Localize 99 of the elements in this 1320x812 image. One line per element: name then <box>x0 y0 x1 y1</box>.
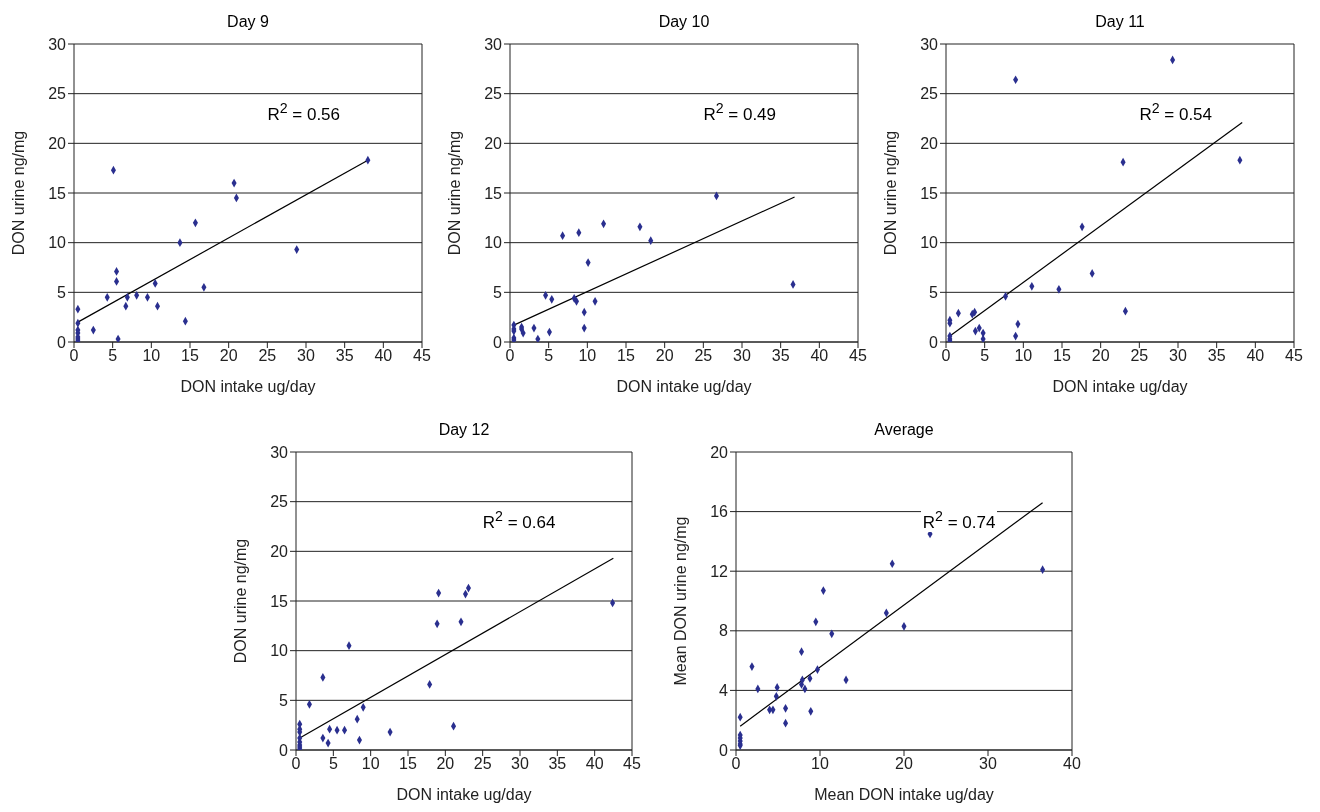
y-tick-label: 30 <box>48 35 67 53</box>
y-tick-label: 5 <box>929 284 939 302</box>
chart-title: Day 11 <box>1094 12 1146 32</box>
x-tick-label: 20 <box>895 755 913 773</box>
y-axis-title: DON urine ng/mg <box>231 538 249 664</box>
x-tick-label: 0 <box>291 755 301 773</box>
y-tick-label: 25 <box>270 493 289 511</box>
y-tick-label: 0 <box>493 333 503 351</box>
x-tick-label: 10 <box>361 755 380 773</box>
y-tick-label: 16 <box>710 503 729 521</box>
x-tick-label: 20 <box>655 347 674 365</box>
x-tick-label: 10 <box>811 755 829 773</box>
x-tick-label: 15 <box>617 347 635 365</box>
x-tick-label: 20 <box>436 755 455 773</box>
x-tick-label: 35 <box>771 347 790 365</box>
chart-title: Average <box>873 420 935 440</box>
annotation: R$^{2}$ = 0.49 <box>701 97 779 125</box>
y-tick-label: 20 <box>48 135 67 153</box>
x-axis-title: Mean DON intake ug/day <box>814 786 994 803</box>
y-tick-label: 5 <box>493 284 503 302</box>
chart-title: Day 10 <box>657 12 711 32</box>
x-tick-label: 40 <box>1246 347 1265 365</box>
x-axis-title: DON intake ug/day <box>396 786 532 803</box>
x-tick-label: 25 <box>694 347 713 365</box>
y-axis-title: DON urine ng/mg <box>445 130 463 256</box>
x-axis-title: DON intake ug/day <box>616 378 752 395</box>
y-tick-label: 4 <box>719 682 729 700</box>
y-tick-label: 5 <box>57 284 67 302</box>
annotation: R$^{2}$ = 0.54 <box>1137 97 1215 125</box>
x-tick-label: 15 <box>181 347 199 365</box>
x-tick-label: 20 <box>1091 347 1110 365</box>
y-tick-label: 25 <box>484 85 503 103</box>
y-tick-label: 30 <box>270 443 289 461</box>
y-tick-label: 0 <box>57 333 67 351</box>
x-tick-label: 30 <box>511 755 529 773</box>
y-tick-label: 8 <box>719 622 729 640</box>
x-tick-label: 5 <box>544 347 554 365</box>
y-tick-label: 20 <box>270 543 289 561</box>
y-tick-label: 10 <box>484 234 503 252</box>
x-tick-label: 45 <box>1285 347 1303 365</box>
annotation: R$^{2}$ = 0.74 <box>920 505 998 533</box>
x-tick-label: 40 <box>374 347 393 365</box>
y-tick-label: 20 <box>710 443 729 461</box>
x-tick-label: 30 <box>1169 347 1187 365</box>
y-tick-label: 25 <box>48 85 67 103</box>
x-tick-label: 0 <box>941 347 951 365</box>
x-tick-label: 30 <box>979 755 997 773</box>
y-tick-label: 15 <box>484 184 503 202</box>
x-tick-label: 45 <box>623 755 641 773</box>
y-tick-label: 0 <box>719 741 729 759</box>
y-tick-label: 30 <box>920 35 939 53</box>
x-tick-label: 5 <box>328 755 338 773</box>
y-tick-label: 25 <box>920 85 939 103</box>
x-tick-label: 15 <box>1053 347 1071 365</box>
y-tick-label: 15 <box>48 184 67 202</box>
x-tick-label: 10 <box>578 347 597 365</box>
x-axis-title: DON intake ug/day <box>1052 378 1188 395</box>
x-tick-label: 35 <box>548 755 567 773</box>
y-tick-label: 5 <box>279 692 289 710</box>
x-tick-label: 35 <box>1207 347 1226 365</box>
x-tick-label: 5 <box>108 347 118 365</box>
y-tick-label: 15 <box>920 184 939 202</box>
x-tick-label: 30 <box>733 347 751 365</box>
y-tick-label: 0 <box>279 741 289 759</box>
y-axis-title: DON urine ng/mg <box>881 130 899 256</box>
x-tick-label: 10 <box>1014 347 1033 365</box>
y-tick-label: 10 <box>270 642 289 660</box>
y-tick-label: 15 <box>270 592 289 610</box>
y-tick-label: 12 <box>710 562 729 580</box>
x-tick-label: 30 <box>297 347 315 365</box>
annotation: R$^{2}$ = 0.64 <box>480 505 558 533</box>
x-tick-label: 0 <box>69 347 79 365</box>
x-tick-label: 40 <box>585 755 604 773</box>
x-tick-label: 5 <box>980 347 990 365</box>
x-tick-label: 10 <box>142 347 161 365</box>
x-tick-label: 45 <box>413 347 431 365</box>
x-tick-label: 20 <box>219 347 238 365</box>
x-tick-label: 25 <box>1130 347 1149 365</box>
x-tick-label: 0 <box>731 755 741 773</box>
chart-title: Day 12 <box>437 420 491 440</box>
y-tick-label: 10 <box>48 234 67 252</box>
x-tick-label: 25 <box>258 347 277 365</box>
y-tick-label: 30 <box>484 35 503 53</box>
x-tick-label: 35 <box>335 347 354 365</box>
x-tick-label: 45 <box>849 347 867 365</box>
y-tick-label: 0 <box>929 333 939 351</box>
y-tick-label: 10 <box>920 234 939 252</box>
x-tick-label: 25 <box>473 755 492 773</box>
x-tick-label: 40 <box>810 347 829 365</box>
y-axis-title: Mean DON urine ng/mg <box>671 516 689 686</box>
y-tick-label: 20 <box>484 135 503 153</box>
chart-title: Day 9 <box>226 12 270 32</box>
x-tick-label: 40 <box>1063 755 1081 773</box>
x-tick-label: 0 <box>505 347 515 365</box>
y-axis-title: DON urine ng/mg <box>9 130 27 256</box>
y-tick-label: 20 <box>920 135 939 153</box>
annotation: R$^{2}$ = 0.56 <box>265 97 343 125</box>
x-tick-label: 15 <box>399 755 417 773</box>
x-axis-title: DON intake ug/day <box>180 378 316 395</box>
